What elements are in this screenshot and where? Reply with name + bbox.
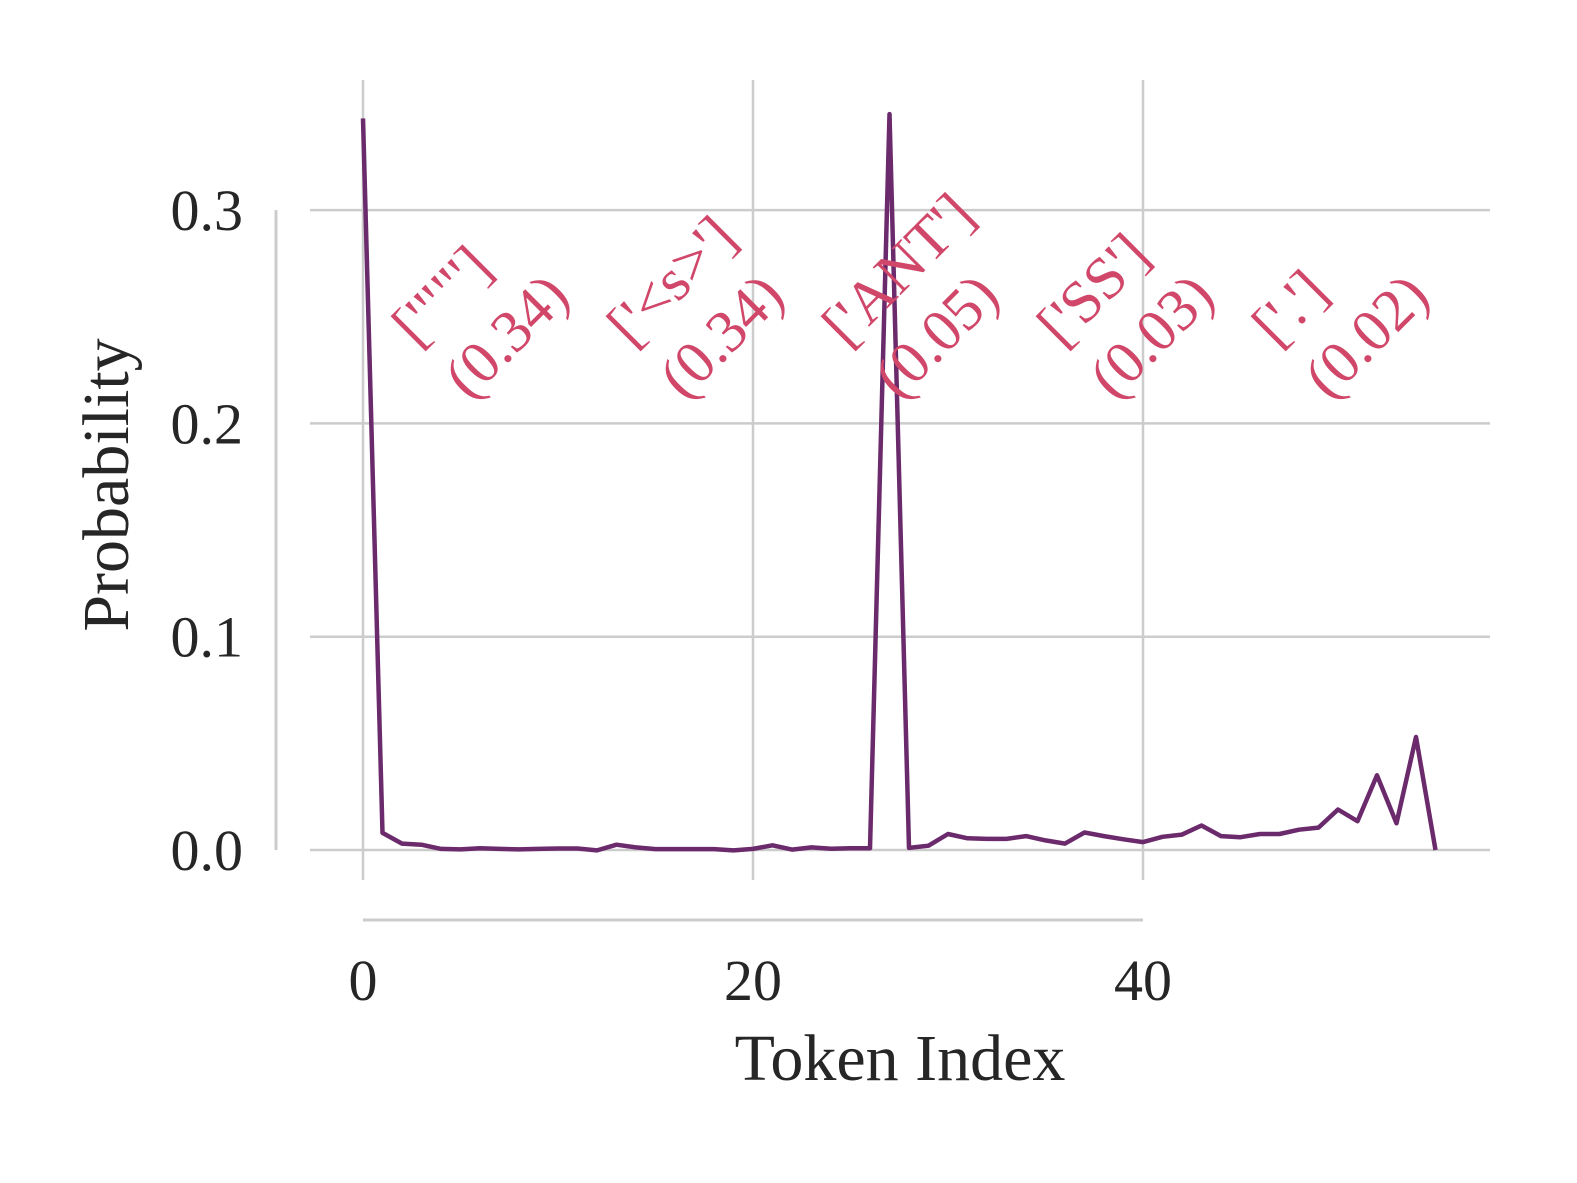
probability-line <box>360 111 1438 853</box>
plot-area <box>360 111 1438 853</box>
x-axis-title: Token Index <box>735 1022 1066 1095</box>
x-tick-label: 40 <box>1114 948 1172 1013</box>
token-annotations: ['""'](0.34) ['<s>'](0.34) ['ANT'](0.05) ['… <box>379 181 1441 411</box>
token-annotation: ['""'](0.34) <box>379 233 581 410</box>
y-tick-label: 0.1 <box>171 605 244 670</box>
grid-lines <box>310 80 1490 880</box>
y-tick-label: 0.2 <box>171 391 244 456</box>
token-annotation: ['<s>'](0.34) <box>594 203 796 410</box>
x-tick-label: 0 <box>349 948 378 1013</box>
y-axis-title: Probability <box>70 338 143 631</box>
y-tick-label: 0.0 <box>171 818 244 883</box>
token-annotation: ['SS'](0.03) <box>1024 221 1226 411</box>
token-annotation: ['ANT'](0.05) <box>809 181 1011 411</box>
y-tick-label: 0.3 <box>171 178 244 243</box>
token-annotation: ['.'](0.02) <box>1239 257 1441 410</box>
tick-labels: 0.0 0.1 0.2 0.3 0 20 40 <box>171 178 1173 1013</box>
x-tick-label: 20 <box>724 948 782 1013</box>
axis-spines <box>274 210 1143 922</box>
